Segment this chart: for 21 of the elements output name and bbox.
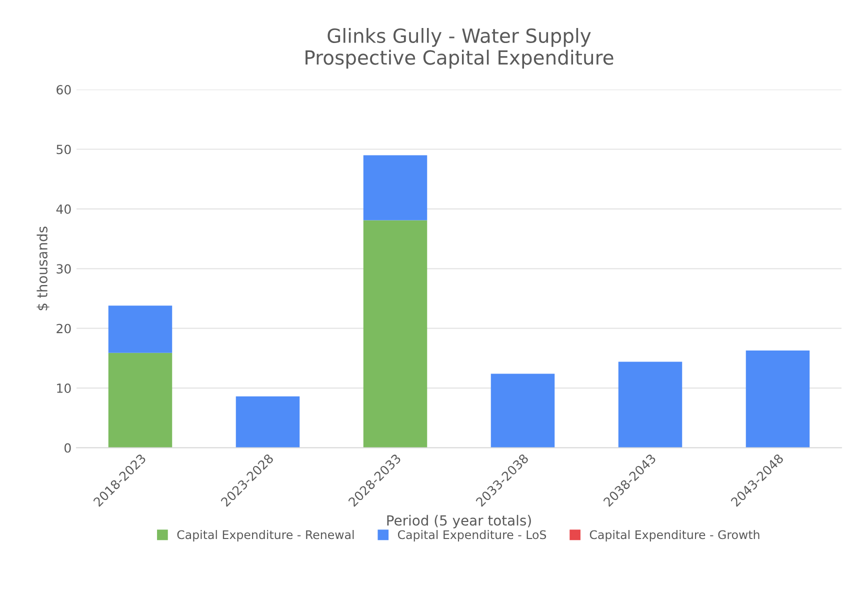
legend-label: Capital Expenditure - Growth <box>590 530 760 542</box>
y-tick-label: 50 <box>56 144 71 154</box>
bar <box>108 306 172 353</box>
bar <box>363 220 428 448</box>
bar <box>236 396 300 448</box>
y-tick-label: 60 <box>56 85 71 94</box>
bar <box>490 374 555 448</box>
y-tick-label: 30 <box>56 264 71 274</box>
y-tick-label: 10 <box>57 384 71 393</box>
legend-label: Capital Expenditure - LoS <box>398 530 546 542</box>
legend-label: Capital Expenditure - Renewal <box>177 530 354 542</box>
y-axis-title: $ thousands <box>36 226 50 310</box>
bar <box>363 155 428 220</box>
y-tick-label: 40 <box>56 204 71 214</box>
y-tick-label: 0 <box>64 443 71 453</box>
x-axis-title: Period (5 year totals) <box>387 514 531 528</box>
y-tick-label: 20 <box>56 324 71 334</box>
bar <box>108 352 172 448</box>
bar <box>746 350 810 448</box>
bar <box>618 362 682 448</box>
chart-title: Glinks Gully - Water Supply Prospective Capital Expenditure <box>306 28 614 69</box>
